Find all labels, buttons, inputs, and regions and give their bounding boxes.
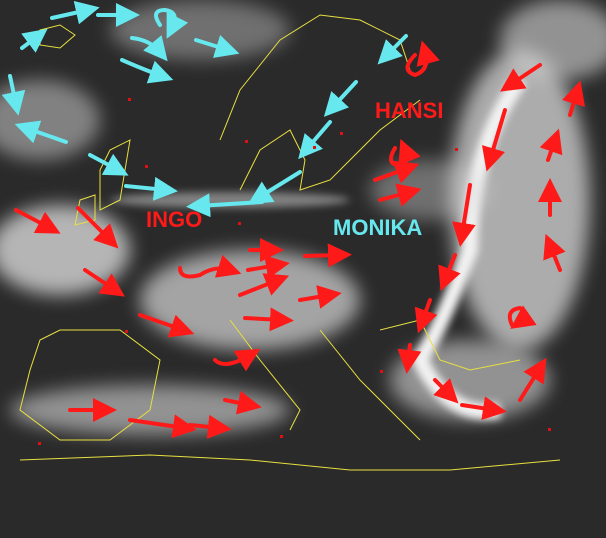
clouds <box>0 0 606 435</box>
label-monika: MONIKA <box>333 215 423 240</box>
cyan-arrows <box>1 0 408 218</box>
label-hansi: HANSI <box>375 98 444 123</box>
city-markers <box>38 98 551 445</box>
label-ingo: INGO <box>146 207 203 232</box>
red-arrows <box>14 40 585 439</box>
